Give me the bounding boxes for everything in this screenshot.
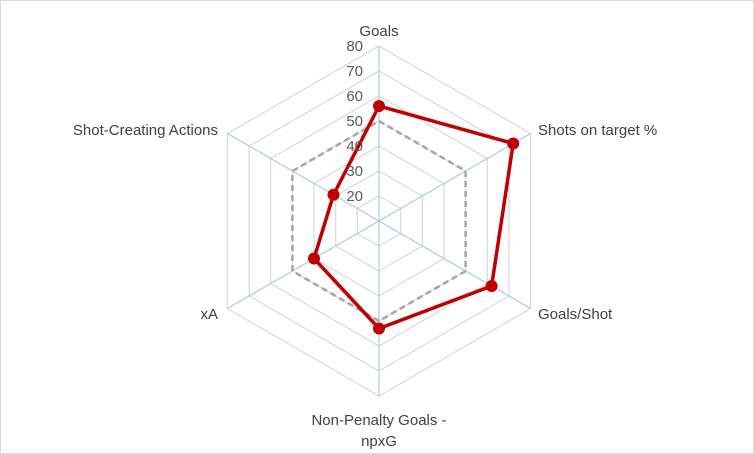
data-point-4 xyxy=(308,252,320,265)
category-label-4: xA xyxy=(200,306,218,323)
tick-label-70: 70 xyxy=(346,63,363,80)
tick-label-30: 30 xyxy=(346,163,363,180)
tick-label-40: 40 xyxy=(346,138,363,155)
tick-labels: 20 30 40 50 60 70 80 xyxy=(346,38,363,205)
tick-label-60: 60 xyxy=(346,88,363,105)
spoke-2 xyxy=(378,220,531,310)
grid-layer xyxy=(226,45,532,397)
category-label-2: Goals/Shot xyxy=(538,306,613,323)
data-point-0 xyxy=(373,100,385,112)
series-0 xyxy=(308,100,520,335)
category-label-3: Non-Penalty Goals -npxG xyxy=(311,412,446,450)
series-layer xyxy=(291,100,520,335)
series-0-line xyxy=(312,104,515,331)
spoke-5 xyxy=(227,132,380,222)
spoke-1 xyxy=(378,132,531,222)
tick-label-50: 50 xyxy=(346,113,363,130)
tick-label-80: 80 xyxy=(346,38,363,55)
category-label-1: Shots on target % xyxy=(538,122,657,139)
tick-label-20: 20 xyxy=(346,188,363,205)
data-point-1 xyxy=(507,137,520,150)
data-point-3 xyxy=(373,322,385,335)
category-labels: Goals Shots on target % Goals/Shot Non-Pena… xyxy=(73,23,657,450)
data-point-2 xyxy=(485,280,498,292)
category-label-0: Goals xyxy=(359,23,398,40)
data-point-5 xyxy=(327,188,340,201)
category-label-5: Shot-Creating Actions xyxy=(73,122,218,139)
spoke-4 xyxy=(227,220,380,310)
